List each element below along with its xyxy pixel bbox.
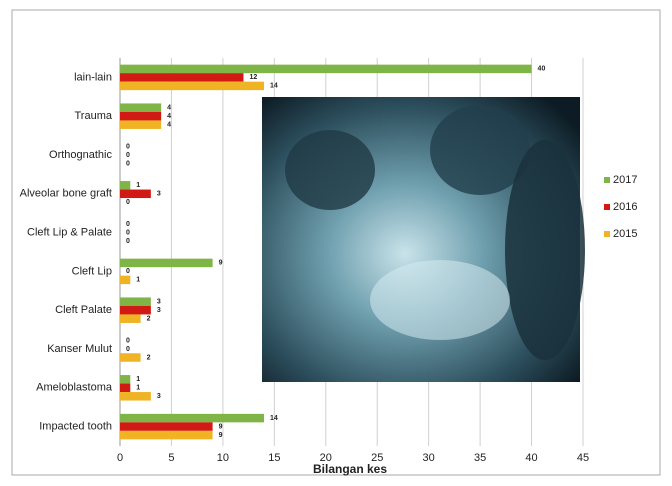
y-tick-label: Impacted tooth <box>39 421 112 433</box>
value-label: 0 <box>126 221 130 228</box>
legend-label: 2015 <box>613 228 637 240</box>
bar <box>120 375 131 384</box>
bar <box>120 422 213 431</box>
value-label: 0 <box>126 143 130 150</box>
value-label: 0 <box>126 229 130 236</box>
legend-marker <box>604 231 610 237</box>
value-label: 14 <box>270 415 278 422</box>
plot: 0 5 10 15 20 25 30 35 40 45lain-lain401214Trauma4… <box>20 58 637 464</box>
x-tick-label: 20 <box>320 452 332 464</box>
value-label: 0 <box>126 268 130 275</box>
value-label: 0 <box>126 152 130 159</box>
bar <box>120 392 151 401</box>
value-label: 9 <box>219 432 223 439</box>
value-label: 12 <box>249 74 257 81</box>
bar <box>120 73 244 82</box>
y-tick-label: Kanser Mulut <box>47 343 112 355</box>
bar <box>120 258 213 268</box>
value-label: 0 <box>126 199 130 206</box>
bar <box>120 383 131 393</box>
bar <box>120 181 131 190</box>
bar <box>120 314 141 323</box>
legend-label: 2017 <box>613 174 637 186</box>
bar <box>120 81 265 91</box>
value-label: 1 <box>136 277 140 284</box>
x-tick-label: 15 <box>268 452 280 464</box>
legend-marker <box>604 177 610 183</box>
x-tick-label: 10 <box>217 452 229 464</box>
y-tick-label: Ameloblastoma <box>36 382 113 394</box>
value-label: 4 <box>167 122 171 129</box>
value-label: 9 <box>219 423 223 430</box>
x-tick-label: 30 <box>423 452 435 464</box>
legend-marker <box>604 204 610 210</box>
value-label: 0 <box>126 346 130 353</box>
photo-figure <box>505 140 585 360</box>
value-label: 3 <box>157 307 161 314</box>
value-label: 14 <box>270 83 278 90</box>
photo-highlight <box>370 260 510 340</box>
x-tick-label: 35 <box>474 452 486 464</box>
bar <box>120 111 162 121</box>
photo-figure <box>430 105 530 195</box>
value-label: 0 <box>126 337 130 344</box>
x-tick-label: 5 <box>168 452 174 464</box>
value-label: 9 <box>219 260 223 267</box>
value-label: 2 <box>147 316 151 323</box>
value-label: 4 <box>167 113 171 120</box>
value-label: 1 <box>136 376 140 383</box>
photo-figure <box>285 130 375 210</box>
value-label: 40 <box>538 66 546 73</box>
bar <box>120 305 151 315</box>
value-label: 2 <box>147 354 151 361</box>
value-label: 3 <box>157 191 161 198</box>
y-tick-label: Cleft Palate <box>55 304 112 316</box>
x-axis-label: Bilangan kes <box>313 462 387 476</box>
bar <box>120 297 151 306</box>
x-tick-label: 0 <box>117 452 123 464</box>
value-label: 0 <box>126 238 130 245</box>
y-tick-label: lain-lain <box>74 71 112 83</box>
x-tick-label: 40 <box>525 452 537 464</box>
value-label: 0 <box>126 160 130 167</box>
value-label: 3 <box>157 393 161 400</box>
bar <box>120 103 162 112</box>
photo <box>262 97 585 382</box>
bar <box>120 353 141 362</box>
bar <box>120 413 265 423</box>
y-tick-label: Alveolar bone graft <box>20 188 112 200</box>
value-label: 3 <box>157 299 161 306</box>
legend-label: 2016 <box>613 201 637 213</box>
y-tick-label: Cleft Lip & Palate <box>27 227 112 239</box>
y-tick-label: Orthognathic <box>49 149 112 161</box>
bar <box>120 189 151 199</box>
value-label: 1 <box>136 385 140 392</box>
bar <box>120 120 162 129</box>
bar <box>120 64 532 74</box>
bar <box>120 430 213 440</box>
value-label: 4 <box>167 105 171 112</box>
y-tick-label: Cleft Lip <box>72 265 112 277</box>
value-label: 1 <box>136 182 140 189</box>
x-tick-label: 25 <box>371 452 383 464</box>
y-tick-label: Trauma <box>75 110 113 122</box>
x-tick-label: 45 <box>577 452 589 464</box>
bar <box>120 275 131 285</box>
